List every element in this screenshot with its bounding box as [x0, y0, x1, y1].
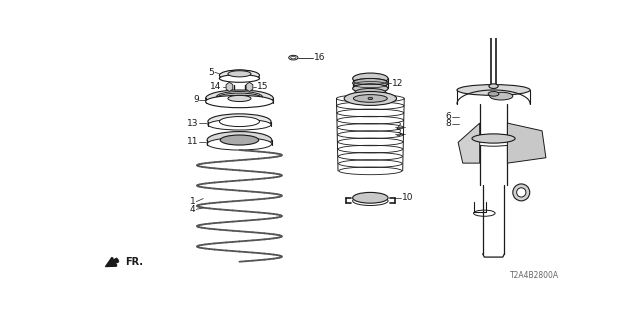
Ellipse shape	[472, 134, 515, 143]
Ellipse shape	[207, 132, 272, 148]
Ellipse shape	[220, 75, 259, 82]
Ellipse shape	[472, 139, 515, 146]
Ellipse shape	[344, 92, 397, 105]
Ellipse shape	[516, 188, 526, 197]
Ellipse shape	[216, 92, 262, 102]
Text: 14: 14	[211, 83, 221, 92]
Text: 2: 2	[396, 123, 401, 132]
Ellipse shape	[228, 95, 251, 101]
Ellipse shape	[488, 92, 499, 96]
Text: 12: 12	[392, 78, 403, 88]
Ellipse shape	[208, 114, 271, 129]
Ellipse shape	[207, 138, 272, 150]
Text: 8: 8	[445, 119, 451, 128]
Ellipse shape	[205, 90, 273, 107]
Text: 1: 1	[190, 197, 196, 206]
Text: FR.: FR.	[125, 257, 143, 267]
Text: 5: 5	[208, 68, 214, 77]
Ellipse shape	[353, 196, 388, 205]
Polygon shape	[246, 82, 253, 92]
Ellipse shape	[205, 95, 273, 108]
Ellipse shape	[353, 84, 388, 93]
Ellipse shape	[368, 97, 372, 100]
Ellipse shape	[208, 119, 271, 130]
Ellipse shape	[220, 70, 259, 81]
Ellipse shape	[513, 184, 530, 201]
Text: 16: 16	[314, 53, 326, 62]
Ellipse shape	[489, 84, 498, 88]
Ellipse shape	[490, 92, 513, 100]
Text: 15: 15	[257, 83, 269, 92]
Ellipse shape	[457, 84, 530, 95]
Ellipse shape	[353, 95, 387, 102]
Ellipse shape	[220, 135, 259, 145]
Ellipse shape	[355, 88, 386, 96]
Text: T2A4B2800A: T2A4B2800A	[510, 271, 559, 280]
Ellipse shape	[216, 93, 262, 104]
Text: 13: 13	[187, 119, 198, 128]
Ellipse shape	[228, 71, 251, 77]
Text: 6: 6	[445, 112, 451, 121]
Text: 9: 9	[193, 95, 198, 105]
Polygon shape	[508, 123, 546, 163]
Ellipse shape	[353, 73, 388, 84]
Text: 3: 3	[396, 129, 401, 138]
Ellipse shape	[220, 116, 259, 127]
Text: 10: 10	[402, 193, 413, 202]
Polygon shape	[458, 123, 480, 163]
Ellipse shape	[353, 192, 388, 203]
Text: 11: 11	[187, 137, 198, 146]
Text: 4: 4	[190, 205, 196, 214]
Ellipse shape	[353, 78, 388, 88]
FancyArrowPatch shape	[106, 258, 118, 267]
Polygon shape	[226, 82, 233, 92]
